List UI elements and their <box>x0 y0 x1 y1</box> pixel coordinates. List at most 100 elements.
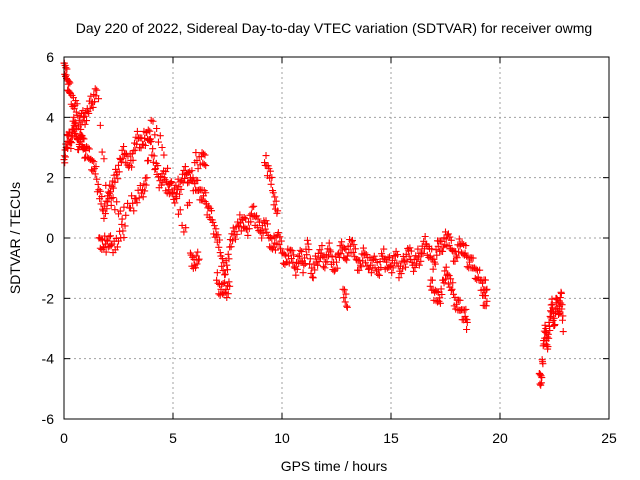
data-point <box>342 290 350 298</box>
data-point <box>70 113 78 121</box>
data-point <box>141 187 149 195</box>
data-point <box>445 272 453 280</box>
data-point <box>536 380 544 388</box>
data-point <box>242 215 250 223</box>
data-point <box>438 237 446 245</box>
data-point <box>185 199 193 207</box>
data-point <box>160 151 168 159</box>
data-point <box>120 233 128 241</box>
data-point <box>236 211 244 219</box>
data-point <box>113 243 121 251</box>
data-point <box>223 294 231 302</box>
data-point <box>298 258 306 266</box>
data-point <box>226 282 234 290</box>
data-point <box>550 314 558 322</box>
data-point <box>547 301 555 309</box>
data-point <box>149 117 157 125</box>
data-point <box>234 218 242 226</box>
data-point <box>277 237 285 245</box>
data-point <box>389 264 397 272</box>
data-point <box>200 160 208 168</box>
data-point <box>414 245 422 253</box>
data-point <box>355 266 363 274</box>
data-point <box>146 127 154 135</box>
y-tick-label: -4 <box>42 351 55 367</box>
data-point <box>202 162 210 170</box>
data-point <box>393 259 401 267</box>
data-point <box>292 271 300 279</box>
data-point <box>91 85 99 93</box>
data-point <box>309 274 317 282</box>
data-point <box>447 286 455 294</box>
data-point <box>380 245 388 253</box>
data-point <box>83 117 91 125</box>
data-point <box>80 112 88 120</box>
data-point <box>237 227 245 235</box>
data-point <box>364 265 372 273</box>
data-point <box>184 179 192 187</box>
data-point <box>274 207 282 215</box>
data-point <box>537 372 545 380</box>
data-point <box>129 156 137 164</box>
data-point <box>343 303 351 311</box>
data-point <box>368 256 376 264</box>
data-point <box>417 257 425 265</box>
data-point <box>178 221 186 229</box>
data-point <box>373 259 381 267</box>
data-point <box>439 247 447 255</box>
data-point <box>142 181 150 189</box>
data-point <box>79 134 87 142</box>
data-point <box>325 239 333 247</box>
data-point <box>229 237 237 245</box>
data-point <box>407 247 415 255</box>
data-point <box>340 286 348 294</box>
data-point <box>227 243 235 251</box>
data-point <box>300 261 308 269</box>
data-point <box>440 279 448 287</box>
data-point <box>101 210 109 218</box>
data-point <box>262 217 270 225</box>
data-point <box>327 248 335 256</box>
data-point <box>109 194 117 202</box>
data-point <box>482 286 490 294</box>
data-point <box>462 305 470 313</box>
data-point <box>180 166 188 174</box>
data-point <box>481 276 489 284</box>
data-point <box>546 327 554 335</box>
data-point <box>449 290 457 298</box>
data-point <box>149 145 157 153</box>
data-point <box>76 138 84 146</box>
data-point <box>222 285 230 293</box>
data-point <box>374 270 382 278</box>
data-point <box>538 374 546 382</box>
data-point <box>118 146 126 154</box>
data-point <box>541 321 549 329</box>
data-point <box>434 289 442 297</box>
data-point <box>96 187 104 195</box>
data-point <box>182 224 190 232</box>
data-point <box>246 211 254 219</box>
data-point <box>351 245 359 253</box>
data-point <box>103 205 111 213</box>
data-point <box>287 246 295 254</box>
data-point <box>71 118 79 126</box>
data-point <box>176 206 184 214</box>
data-point <box>386 262 394 270</box>
y-axis-label: SDTVAR / TECUs <box>7 182 23 294</box>
data-point <box>192 264 200 272</box>
data-point <box>183 169 191 177</box>
data-point <box>318 242 326 250</box>
data-point <box>307 269 315 277</box>
data-point <box>85 145 93 153</box>
data-point <box>80 113 88 121</box>
data-point <box>276 233 284 241</box>
data-point <box>438 291 446 299</box>
data-point <box>319 263 327 271</box>
data-point <box>189 174 197 182</box>
data-point <box>388 269 396 277</box>
data-point <box>442 263 450 271</box>
data-point <box>240 213 248 221</box>
x-tick-label: 25 <box>601 430 617 446</box>
data-point <box>270 201 278 209</box>
data-point <box>411 264 419 272</box>
